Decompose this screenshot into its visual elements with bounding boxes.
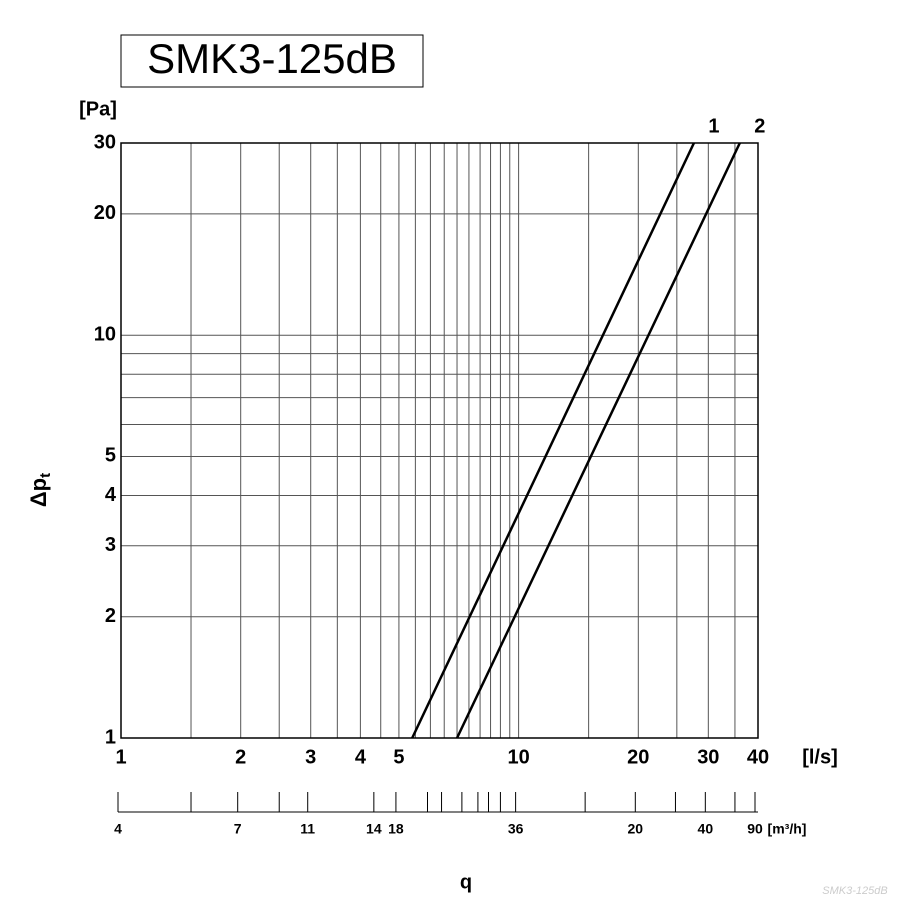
- m3h-tick-label: 14: [366, 821, 382, 837]
- m3h-tick-label: 11: [300, 821, 315, 837]
- x-tick-label: 5: [393, 746, 404, 768]
- y-tick-label: 2: [105, 605, 116, 627]
- y-tick-label: 30: [94, 131, 116, 153]
- m3h-unit: [m³/h]: [768, 821, 807, 837]
- y-label-sub: t: [37, 473, 54, 478]
- y-tick-label: 20: [94, 202, 116, 224]
- x-tick-label: 10: [507, 746, 529, 768]
- x-tick-label: 30: [697, 746, 719, 768]
- x-tick-label: 3: [305, 746, 316, 768]
- y-tick-label: 3: [105, 534, 116, 556]
- y-tick-label: 10: [94, 323, 116, 345]
- m3h-tick-label: 4: [114, 821, 122, 837]
- x-tick-label: 40: [747, 746, 769, 768]
- m3h-tick-label: 18: [388, 821, 404, 837]
- m3h-tick-label: 20: [628, 821, 644, 837]
- x-unit: [l/s]: [802, 746, 838, 768]
- x-tick-label: 1: [115, 746, 126, 768]
- m3h-tick-label: 90: [747, 821, 763, 837]
- series-label: 1: [708, 115, 719, 137]
- y-unit: [Pa]: [79, 98, 117, 120]
- m3h-tick-label: 7: [234, 821, 242, 837]
- y-label: Δpt: [26, 473, 54, 507]
- m3h-tick-label: 36: [508, 821, 524, 837]
- y-tick-label: 4: [105, 484, 117, 506]
- title-box: [120, 34, 424, 88]
- x-tick-label: 20: [627, 746, 649, 768]
- x-tick-label: 2: [235, 746, 246, 768]
- series-line: [455, 142, 741, 739]
- series-label: 2: [754, 115, 765, 137]
- y-label-main: Δp: [26, 478, 51, 507]
- series-line: [411, 142, 696, 739]
- chart-title: SMK3-125dB: [147, 35, 397, 82]
- m3h-tick-label: 40: [698, 821, 714, 837]
- x-label: q: [460, 871, 472, 893]
- plot-frame: [120, 142, 759, 739]
- y-tick-label: 1: [105, 726, 116, 748]
- watermark: SMK3-125dB: [822, 885, 887, 897]
- y-tick-label: 5: [105, 445, 116, 467]
- x-tick-label: 4: [355, 746, 367, 768]
